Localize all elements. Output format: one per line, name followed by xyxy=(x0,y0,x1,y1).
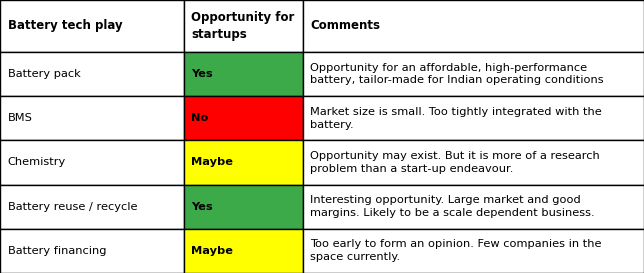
Text: Maybe: Maybe xyxy=(191,158,233,167)
Bar xyxy=(0,140,184,185)
Bar xyxy=(303,140,644,185)
Bar xyxy=(184,140,303,185)
Bar xyxy=(184,185,303,229)
Text: BMS: BMS xyxy=(8,113,33,123)
Text: Interesting opportunity. Large market and good
margins. Likely to be a scale dep: Interesting opportunity. Large market an… xyxy=(310,195,595,218)
Bar xyxy=(0,52,184,96)
Bar xyxy=(184,52,303,96)
Bar xyxy=(184,96,303,140)
Bar xyxy=(0,185,184,229)
Text: Chemistry: Chemistry xyxy=(8,158,66,167)
Bar xyxy=(0,0,184,52)
Bar xyxy=(0,229,184,273)
Text: Too early to form an opinion. Few companies in the
space currently.: Too early to form an opinion. Few compan… xyxy=(310,239,602,262)
Text: Opportunity may exist. But it is more of a research
problem than a start-up ende: Opportunity may exist. But it is more of… xyxy=(310,151,600,174)
Text: Opportunity for an affordable, high-performance
battery, tailor-made for Indian : Opportunity for an affordable, high-perf… xyxy=(310,63,604,85)
Text: No: No xyxy=(191,113,209,123)
Bar xyxy=(184,229,303,273)
Bar xyxy=(303,96,644,140)
Text: Comments: Comments xyxy=(310,19,381,32)
Text: Battery pack: Battery pack xyxy=(8,69,80,79)
Text: Market size is small. Too tightly integrated with the
battery.: Market size is small. Too tightly integr… xyxy=(310,107,602,130)
Text: Battery reuse / recycle: Battery reuse / recycle xyxy=(8,202,137,212)
Text: Opportunity for
startups: Opportunity for startups xyxy=(191,11,295,41)
Text: Maybe: Maybe xyxy=(191,246,233,256)
Text: Yes: Yes xyxy=(191,202,213,212)
Bar xyxy=(303,0,644,52)
Bar xyxy=(303,52,644,96)
Text: Battery financing: Battery financing xyxy=(8,246,106,256)
Bar xyxy=(184,0,303,52)
Bar xyxy=(0,96,184,140)
Text: Yes: Yes xyxy=(191,69,213,79)
Bar xyxy=(303,229,644,273)
Bar xyxy=(303,185,644,229)
Text: Battery tech play: Battery tech play xyxy=(8,19,122,32)
